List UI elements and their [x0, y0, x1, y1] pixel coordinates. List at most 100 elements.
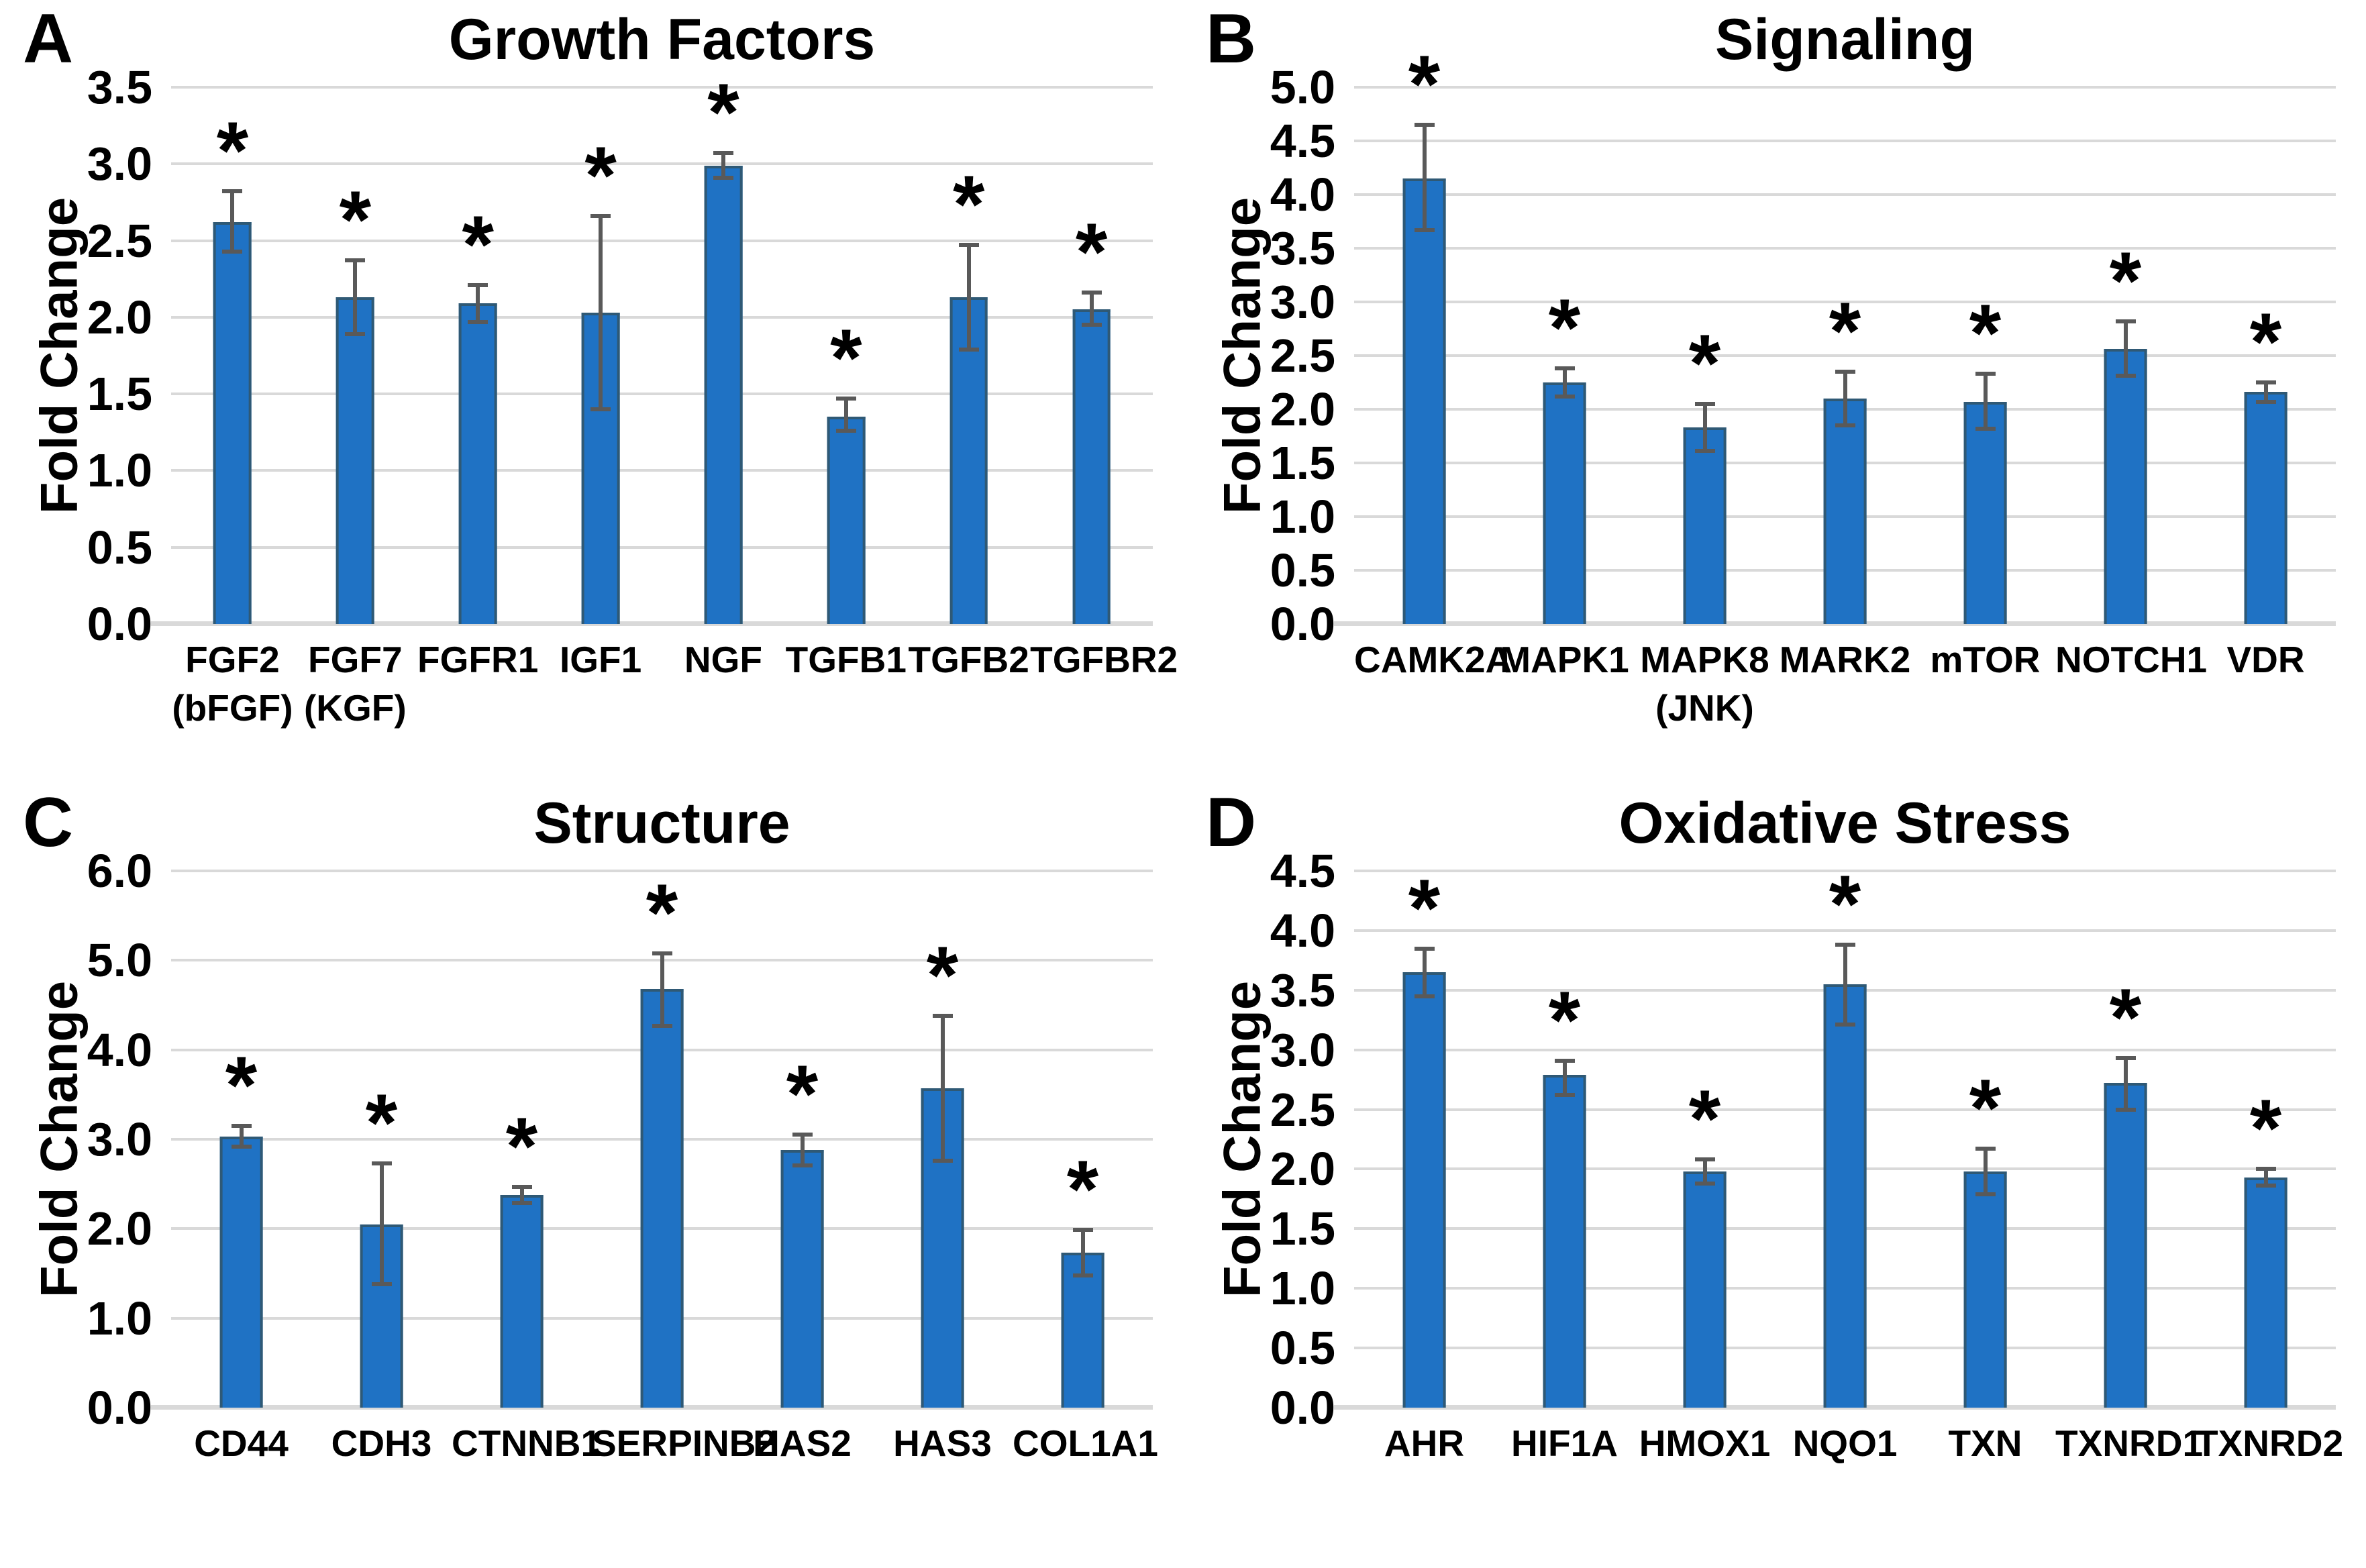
bar-col1a1: [1061, 1253, 1104, 1408]
panel-structure: C Structure Fold Change 6.0 5.0 4.0 3.0 2.0 1…: [0, 784, 1183, 1568]
bar-fgfr1: [458, 303, 497, 624]
y-tick-label: 4.5: [1270, 115, 1335, 167]
bar-hif1a: [1543, 1075, 1586, 1408]
error-bar-cap: [1554, 366, 1575, 371]
error-bar: [966, 245, 971, 350]
error-bar: [1562, 1060, 1567, 1096]
bar-slot-ctnnb1: *: [452, 871, 592, 1408]
error-bar-cap: [371, 1161, 392, 1165]
bar-slot-mapk1: *: [1494, 87, 1635, 624]
bar-slot-cd44: *: [171, 871, 311, 1408]
bar-ngf: [704, 165, 743, 624]
panel-oxidative-stress: D Oxidative Stress Fold Change 4.5 4.0 3.5…: [1183, 784, 2366, 1568]
significance-asterisk: *: [2109, 972, 2142, 1063]
x-category-label: MARK2: [1779, 639, 1911, 680]
error-bar-cap: [590, 407, 611, 411]
significance-asterisk: *: [1548, 282, 1581, 374]
error-bar: [843, 399, 848, 431]
y-tick-label: 5.0: [87, 934, 152, 987]
error-bar: [1843, 945, 1847, 1025]
y-tick-label: 1.0: [87, 1292, 152, 1345]
error-bar-cap: [1414, 994, 1435, 998]
error-bar: [379, 1163, 384, 1284]
error-bar-cap: [1072, 1227, 1093, 1232]
y-tick-label: 4.5: [1270, 845, 1335, 897]
error-bar: [1983, 1149, 1988, 1194]
error-bar-cap: [958, 347, 979, 352]
y-tick-label: 3.0: [87, 138, 152, 191]
x-category-label: MAPK1: [1500, 639, 1629, 680]
error-bar-cap: [792, 1163, 813, 1167]
error-bar-cap: [222, 249, 243, 254]
bar-hmox1: [1683, 1171, 1727, 1408]
plot-area: 3.5 3.0 2.5 2.0 1.5 1.0 0.5 0.0 * * * * * * * *: [87, 64, 1153, 647]
y-tick-label: 0.0: [87, 598, 152, 650]
significance-asterisk: *: [1408, 861, 1441, 953]
error-bar: [1080, 1229, 1085, 1275]
y-tick-label: 3.0: [87, 1113, 152, 1165]
y-tick-label: 0.5: [1270, 544, 1335, 596]
bar-nqo1: [1823, 984, 1867, 1408]
significance-asterisk: *: [339, 174, 372, 266]
error-bar-cap: [792, 1133, 813, 1137]
y-tick-label: 1.0: [1270, 1262, 1335, 1315]
error-bar: [800, 1135, 805, 1165]
bar-slot-txnrd1: *: [2055, 871, 2196, 1408]
x-category-label: CDH3: [331, 1422, 432, 1464]
gridline: [1354, 193, 2336, 196]
chart-title: Structure: [533, 791, 790, 855]
error-bar-cap: [835, 429, 856, 433]
error-bar-cap: [1414, 227, 1435, 232]
bar-ctnnb1: [500, 1194, 544, 1408]
bar-slot-txn: *: [1915, 871, 2055, 1408]
x-category-label: SERPINB2: [592, 1422, 777, 1464]
gridline: [171, 469, 1153, 472]
gridline: [171, 870, 1153, 872]
error-bar-cap: [1835, 943, 1855, 947]
x-category-label: TGFB2: [908, 639, 1029, 680]
significance-asterisk: *: [952, 158, 985, 250]
bar-mark2: [1823, 399, 1867, 624]
plot-area: 6.0 5.0 4.0 3.0 2.0 1.0 0.0 * * * * * * *: [87, 847, 1153, 1431]
bar-slot-igf1: *: [539, 87, 662, 624]
x-axis-labels: CAMK2A MAPK1 MAPK8 (JNK) MARK2 mTOR NOTCH1 VDR: [1354, 636, 2336, 777]
significance-asterisk: *: [1829, 858, 1861, 950]
bar-slot-hif1a: *: [1494, 871, 1635, 1408]
error-bar-cap: [932, 1014, 953, 1018]
bar-notch1: [2104, 349, 2147, 624]
error-bar: [1702, 404, 1707, 452]
error-bar-cap: [2115, 374, 2136, 378]
error-bar-cap: [468, 319, 488, 324]
error-bar: [2263, 1169, 2268, 1186]
bar-slot-notch1: *: [2055, 87, 2196, 624]
bar-slot-cdh3: *: [311, 871, 452, 1408]
error-bar-cap: [231, 1144, 252, 1149]
bar-vdr: [2244, 392, 2287, 624]
error-bar-cap: [1081, 291, 1102, 295]
error-bar-cap: [1072, 1273, 1093, 1277]
chart-title: Oxidative Stress: [1618, 791, 2071, 855]
error-bar: [660, 953, 664, 1026]
y-tick-label: 6.0: [87, 845, 152, 897]
bar-has2: [780, 1150, 824, 1408]
chart-title: Growth Factors: [448, 7, 876, 72]
gridline: [171, 545, 1153, 549]
bar-slot-mtor: *: [1915, 87, 2055, 624]
bar-ahr: [1402, 972, 1446, 1408]
error-bar-cap: [590, 214, 611, 218]
error-bar: [230, 191, 235, 252]
x-category-label: VDR: [2226, 639, 2305, 680]
error-bar-cap: [1694, 449, 1715, 454]
y-tick-label: 4.0: [1270, 168, 1335, 221]
significance-asterisk: *: [2249, 296, 2282, 387]
bar-slot-tgfb1: *: [784, 87, 907, 624]
chart-title: Signaling: [1715, 7, 1975, 72]
bar-slot-fgf2: *: [171, 87, 294, 624]
x-category-label: FGF2 (bFGF): [172, 639, 293, 729]
error-bar-cap: [2115, 1056, 2136, 1061]
bar-fgf2: [213, 222, 252, 624]
significance-asterisk: *: [1408, 38, 1441, 129]
error-bar-cap: [468, 282, 488, 287]
x-category-label: TXNRD1: [2055, 1422, 2204, 1464]
error-bar-cap: [652, 951, 672, 955]
